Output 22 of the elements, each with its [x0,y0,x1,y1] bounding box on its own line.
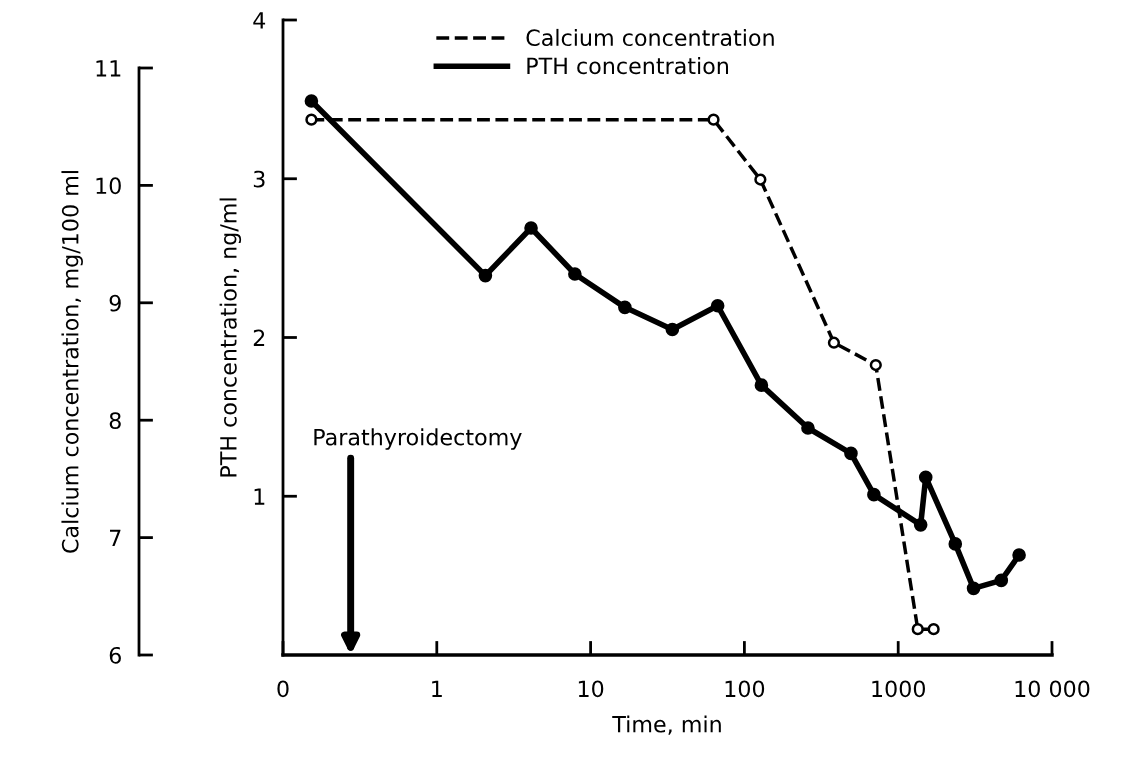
x-tick-label: 10 [578,680,604,698]
x-tick-label: 1000 [872,680,925,698]
x-tick-label: 100 [725,680,765,698]
x-tick-label: 0 [277,680,289,698]
y-tick-label: 1 [254,488,265,505]
x-tick-label: 1 [432,680,442,697]
y2-tick-label: 9 [109,294,121,312]
y2-axis-title: Calcium concentration, mg/100 ml [61,171,83,553]
x-axis-title: Time, min [612,715,721,735]
y2-tick-label: 10 [96,177,121,195]
x-tick-label: 10 000 [1015,680,1090,698]
y2-tick-label: 7 [110,529,121,547]
y-axis-title: PTH concentration, ng/ml [219,198,242,477]
legend-label: Calcium concentration [526,28,774,47]
y2-tick-label: 6 [109,646,121,664]
y-tick-label: 2 [253,329,265,346]
y2-tick-label: 11 [96,60,121,77]
y-tick-label: 3 [253,170,265,188]
y-tick-label: 4 [253,12,266,29]
annotation: Parathyroidectomy [314,428,522,450]
y2-tick-label: 8 [109,412,121,429]
legend-label: PTH concentration [527,57,728,75]
